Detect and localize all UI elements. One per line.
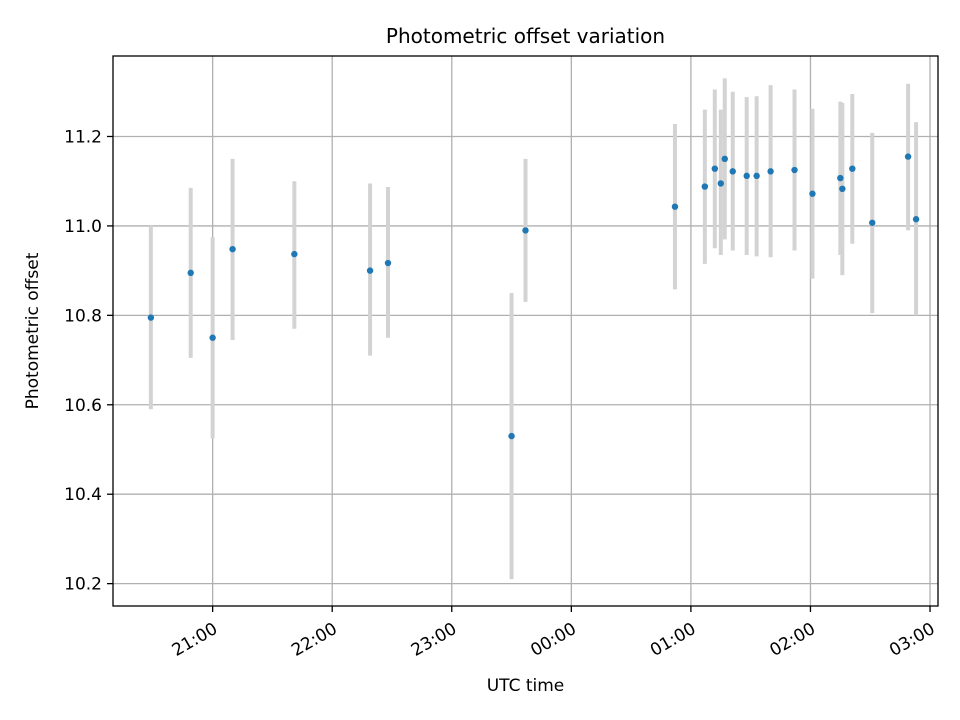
chart-title: Photometric offset variation bbox=[386, 24, 665, 48]
data-point bbox=[912, 216, 920, 223]
data-point bbox=[701, 183, 709, 190]
data-point bbox=[147, 314, 155, 321]
data-point bbox=[721, 155, 728, 163]
data-point bbox=[717, 180, 724, 187]
data-point bbox=[904, 153, 912, 160]
data-point bbox=[729, 168, 736, 175]
data-point bbox=[809, 190, 816, 197]
data-point bbox=[508, 432, 515, 440]
point-layer bbox=[147, 153, 920, 440]
y-tick-label: 11.0 bbox=[64, 217, 102, 237]
y-tick-label: 11.2 bbox=[64, 127, 102, 147]
y-tick-label: 10.8 bbox=[64, 306, 102, 326]
data-point bbox=[711, 165, 719, 172]
data-point bbox=[753, 172, 760, 180]
data-point bbox=[767, 168, 774, 175]
y-tick-label: 10.6 bbox=[64, 396, 102, 416]
data-point bbox=[522, 227, 529, 234]
plot-frame bbox=[112, 55, 939, 607]
data-point bbox=[869, 219, 876, 226]
data-point bbox=[291, 250, 298, 258]
data-point bbox=[839, 185, 846, 193]
data-point bbox=[849, 165, 856, 172]
data-point bbox=[837, 174, 844, 182]
data-point bbox=[366, 267, 374, 274]
data-point bbox=[229, 245, 236, 253]
y-tick-label: 10.4 bbox=[64, 485, 102, 505]
data-point bbox=[384, 259, 392, 267]
data-point bbox=[743, 172, 750, 180]
y-axis-label: Photometric offset bbox=[23, 252, 43, 409]
data-point bbox=[209, 334, 216, 341]
data-point bbox=[187, 269, 194, 277]
y-tick-label: 10.2 bbox=[64, 575, 102, 595]
data-point bbox=[671, 203, 679, 210]
x-axis-label: UTC time bbox=[487, 676, 565, 696]
data-point bbox=[791, 166, 798, 174]
